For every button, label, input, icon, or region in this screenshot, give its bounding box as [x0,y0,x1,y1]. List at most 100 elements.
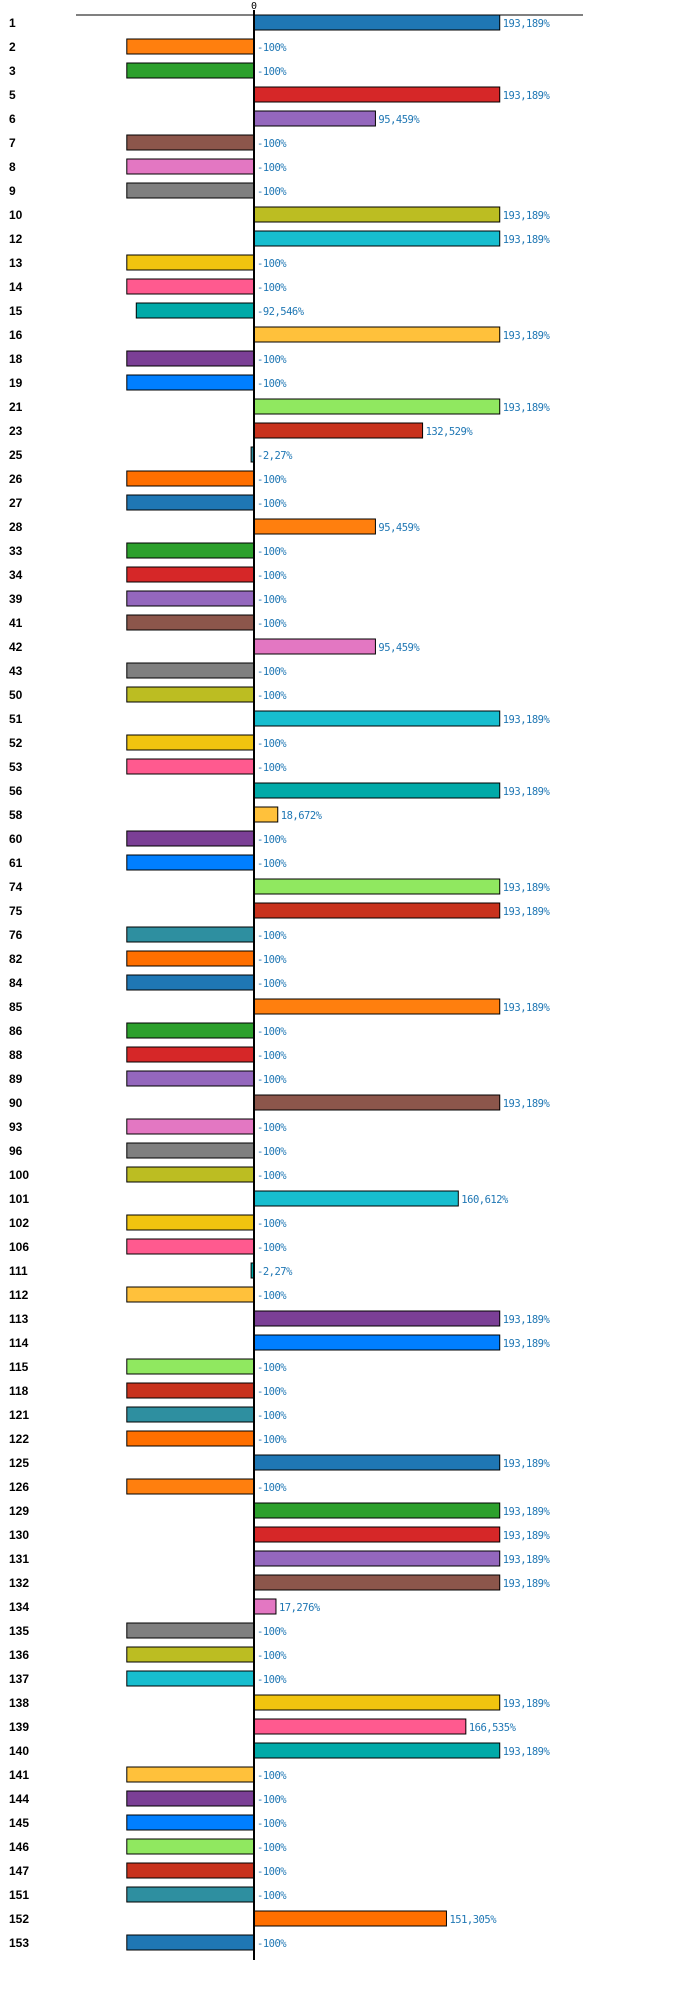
category-label: 25 [9,448,23,462]
bar [253,110,376,127]
bar [126,1118,255,1135]
value-label: -100% [257,954,287,966]
value-label: 151,305% [449,1914,497,1926]
bar-row: 33 -100% [9,542,288,559]
category-label: 5 [9,88,16,102]
bar [126,494,255,511]
bar [126,470,255,487]
bar [126,1430,255,1447]
category-label: 137 [9,1672,29,1686]
bar-row: 13 -100% [9,254,288,271]
category-label: 15 [9,304,23,318]
value-label: -100% [257,1170,287,1182]
category-label: 27 [9,496,23,510]
value-label: -100% [257,162,287,174]
bar [253,1190,459,1207]
category-label: 100 [9,1168,29,1182]
bar [253,1334,501,1351]
bar [253,14,501,31]
category-label: 39 [9,592,23,606]
value-label: -100% [257,618,287,630]
bar [126,374,255,391]
bar [126,614,255,631]
bar [126,1934,255,1951]
value-label: 193,189% [503,1458,551,1470]
bar [126,62,255,79]
bar-row: 7 -100% [9,134,288,151]
value-label: -100% [257,1650,287,1662]
value-label: 193,189% [503,1578,551,1590]
bar [253,518,376,535]
bar [126,1862,255,1879]
value-label: -100% [257,1482,287,1494]
category-label: 76 [9,928,23,942]
value-label: -100% [257,1362,287,1374]
value-label: -100% [257,1122,287,1134]
bar-row: 28 95,459% [9,518,421,535]
bar-row: 6 95,459% [9,110,421,127]
category-label: 125 [9,1456,29,1470]
bar [126,566,255,583]
value-label: -100% [257,1386,287,1398]
category-label: 115 [9,1360,29,1374]
category-label: 144 [9,1792,29,1806]
zero-tick-label: 0 [251,1,257,12]
bar-row: 144 -100% [9,1790,288,1807]
bar-row: 93 -100% [9,1118,288,1135]
bar-row: 118 -100% [9,1382,288,1399]
bar [253,326,501,343]
value-label: -100% [257,1290,287,1302]
bar-row: 121 -100% [9,1406,288,1423]
bar-row: 122 -100% [9,1430,288,1447]
bar [126,1814,255,1831]
bar [126,1766,255,1783]
bar-row: 134 17,276% [9,1598,321,1615]
value-label: -100% [257,594,287,606]
bar-row: 34 -100% [9,566,288,583]
value-label: -100% [257,354,287,366]
bar [253,638,376,655]
bar [126,1166,255,1183]
category-label: 89 [9,1072,23,1086]
bar [126,38,255,55]
bar [126,254,255,271]
bar-row: 9 -100% [9,182,288,199]
bar [253,1502,501,1519]
category-label: 2 [9,40,16,54]
value-label: -100% [257,66,287,78]
category-label: 13 [9,256,23,270]
bar-row: 56 193,189% [9,782,551,799]
bar-row: 114 193,189% [9,1334,551,1351]
bar [126,1070,255,1087]
bar [126,830,255,847]
value-label: 193,189% [503,1554,551,1566]
value-label: -100% [257,258,287,270]
bar-row: 111 -2,27% [9,1262,294,1279]
bar-row: 151 -100% [9,1886,288,1903]
category-label: 56 [9,784,23,798]
bar-row: 27 -100% [9,494,288,511]
category-label: 74 [9,880,23,894]
bar-row: 74 193,189% [9,878,551,895]
category-label: 12 [9,232,23,246]
value-label: -100% [257,1242,287,1254]
bar [253,1526,501,1543]
value-label: -2,27% [257,1266,293,1278]
value-label: 166,535% [469,1722,517,1734]
bar-row: 126 -100% [9,1478,288,1495]
bar-row: 90 193,189% [9,1094,551,1111]
bar-row: 112 -100% [9,1286,288,1303]
bar-row: 12 193,189% [9,230,551,247]
bar [253,806,279,823]
value-label: -100% [257,1434,287,1446]
bar [253,1694,501,1711]
value-label: -100% [257,474,287,486]
category-label: 60 [9,832,23,846]
category-label: 21 [9,400,23,414]
value-label: -100% [257,1674,287,1686]
bar-row: 88 -100% [9,1046,288,1063]
value-label: -100% [257,1938,287,1950]
value-label: -100% [257,186,287,198]
value-label: -100% [257,1050,287,1062]
